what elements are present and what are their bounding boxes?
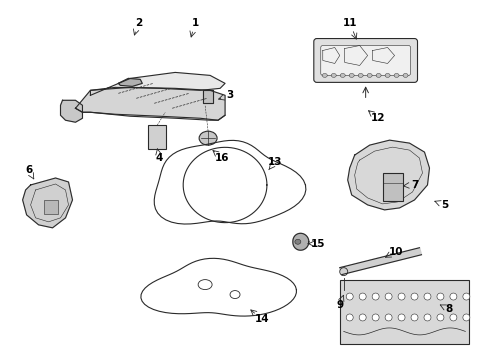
Ellipse shape <box>372 293 379 300</box>
Ellipse shape <box>346 293 353 300</box>
Ellipse shape <box>349 73 354 77</box>
Ellipse shape <box>359 293 366 300</box>
Text: 1: 1 <box>192 18 199 28</box>
Ellipse shape <box>199 131 217 145</box>
Polygon shape <box>203 90 213 103</box>
FancyBboxPatch shape <box>314 39 417 82</box>
Ellipse shape <box>403 73 408 77</box>
Ellipse shape <box>398 293 405 300</box>
Ellipse shape <box>358 73 363 77</box>
Ellipse shape <box>340 73 345 77</box>
Text: 2: 2 <box>135 18 142 28</box>
Polygon shape <box>75 87 225 120</box>
Text: 3: 3 <box>226 90 234 100</box>
Bar <box>383 173 403 201</box>
Ellipse shape <box>450 293 457 300</box>
Ellipse shape <box>322 73 327 77</box>
Ellipse shape <box>437 314 444 321</box>
Ellipse shape <box>411 314 418 321</box>
Ellipse shape <box>424 293 431 300</box>
Ellipse shape <box>385 293 392 300</box>
Text: 15: 15 <box>311 239 325 249</box>
Text: 10: 10 <box>388 247 403 257</box>
Ellipse shape <box>331 73 336 77</box>
Polygon shape <box>372 48 394 63</box>
Polygon shape <box>345 45 368 66</box>
Polygon shape <box>323 48 340 63</box>
Text: 4: 4 <box>155 153 163 163</box>
Text: 13: 13 <box>268 157 282 167</box>
Ellipse shape <box>198 280 212 289</box>
Polygon shape <box>119 78 142 86</box>
Ellipse shape <box>367 73 372 77</box>
Ellipse shape <box>398 314 405 321</box>
Ellipse shape <box>463 314 470 321</box>
Text: 11: 11 <box>343 18 357 28</box>
Bar <box>340 280 469 345</box>
Text: 6: 6 <box>25 165 32 175</box>
Ellipse shape <box>359 314 366 321</box>
Text: 16: 16 <box>215 153 229 163</box>
Ellipse shape <box>411 293 418 300</box>
Polygon shape <box>340 248 421 275</box>
Ellipse shape <box>450 314 457 321</box>
Ellipse shape <box>376 73 381 77</box>
Ellipse shape <box>394 73 399 77</box>
Ellipse shape <box>295 239 301 244</box>
Bar <box>44 200 57 214</box>
Ellipse shape <box>424 314 431 321</box>
Text: 7: 7 <box>411 180 418 190</box>
Polygon shape <box>61 100 82 122</box>
Ellipse shape <box>346 314 353 321</box>
Polygon shape <box>348 140 429 210</box>
Text: 9: 9 <box>336 300 343 310</box>
Ellipse shape <box>230 291 240 298</box>
Ellipse shape <box>385 314 392 321</box>
Ellipse shape <box>437 293 444 300</box>
Bar <box>148 125 166 149</box>
Ellipse shape <box>372 314 379 321</box>
Text: 8: 8 <box>446 305 453 315</box>
Text: 5: 5 <box>441 200 448 210</box>
Polygon shape <box>293 233 309 250</box>
Ellipse shape <box>385 73 390 77</box>
Text: 12: 12 <box>370 113 385 123</box>
FancyBboxPatch shape <box>321 45 411 75</box>
Ellipse shape <box>463 293 470 300</box>
Polygon shape <box>23 178 73 228</box>
Polygon shape <box>91 72 225 95</box>
Text: 14: 14 <box>255 314 270 324</box>
